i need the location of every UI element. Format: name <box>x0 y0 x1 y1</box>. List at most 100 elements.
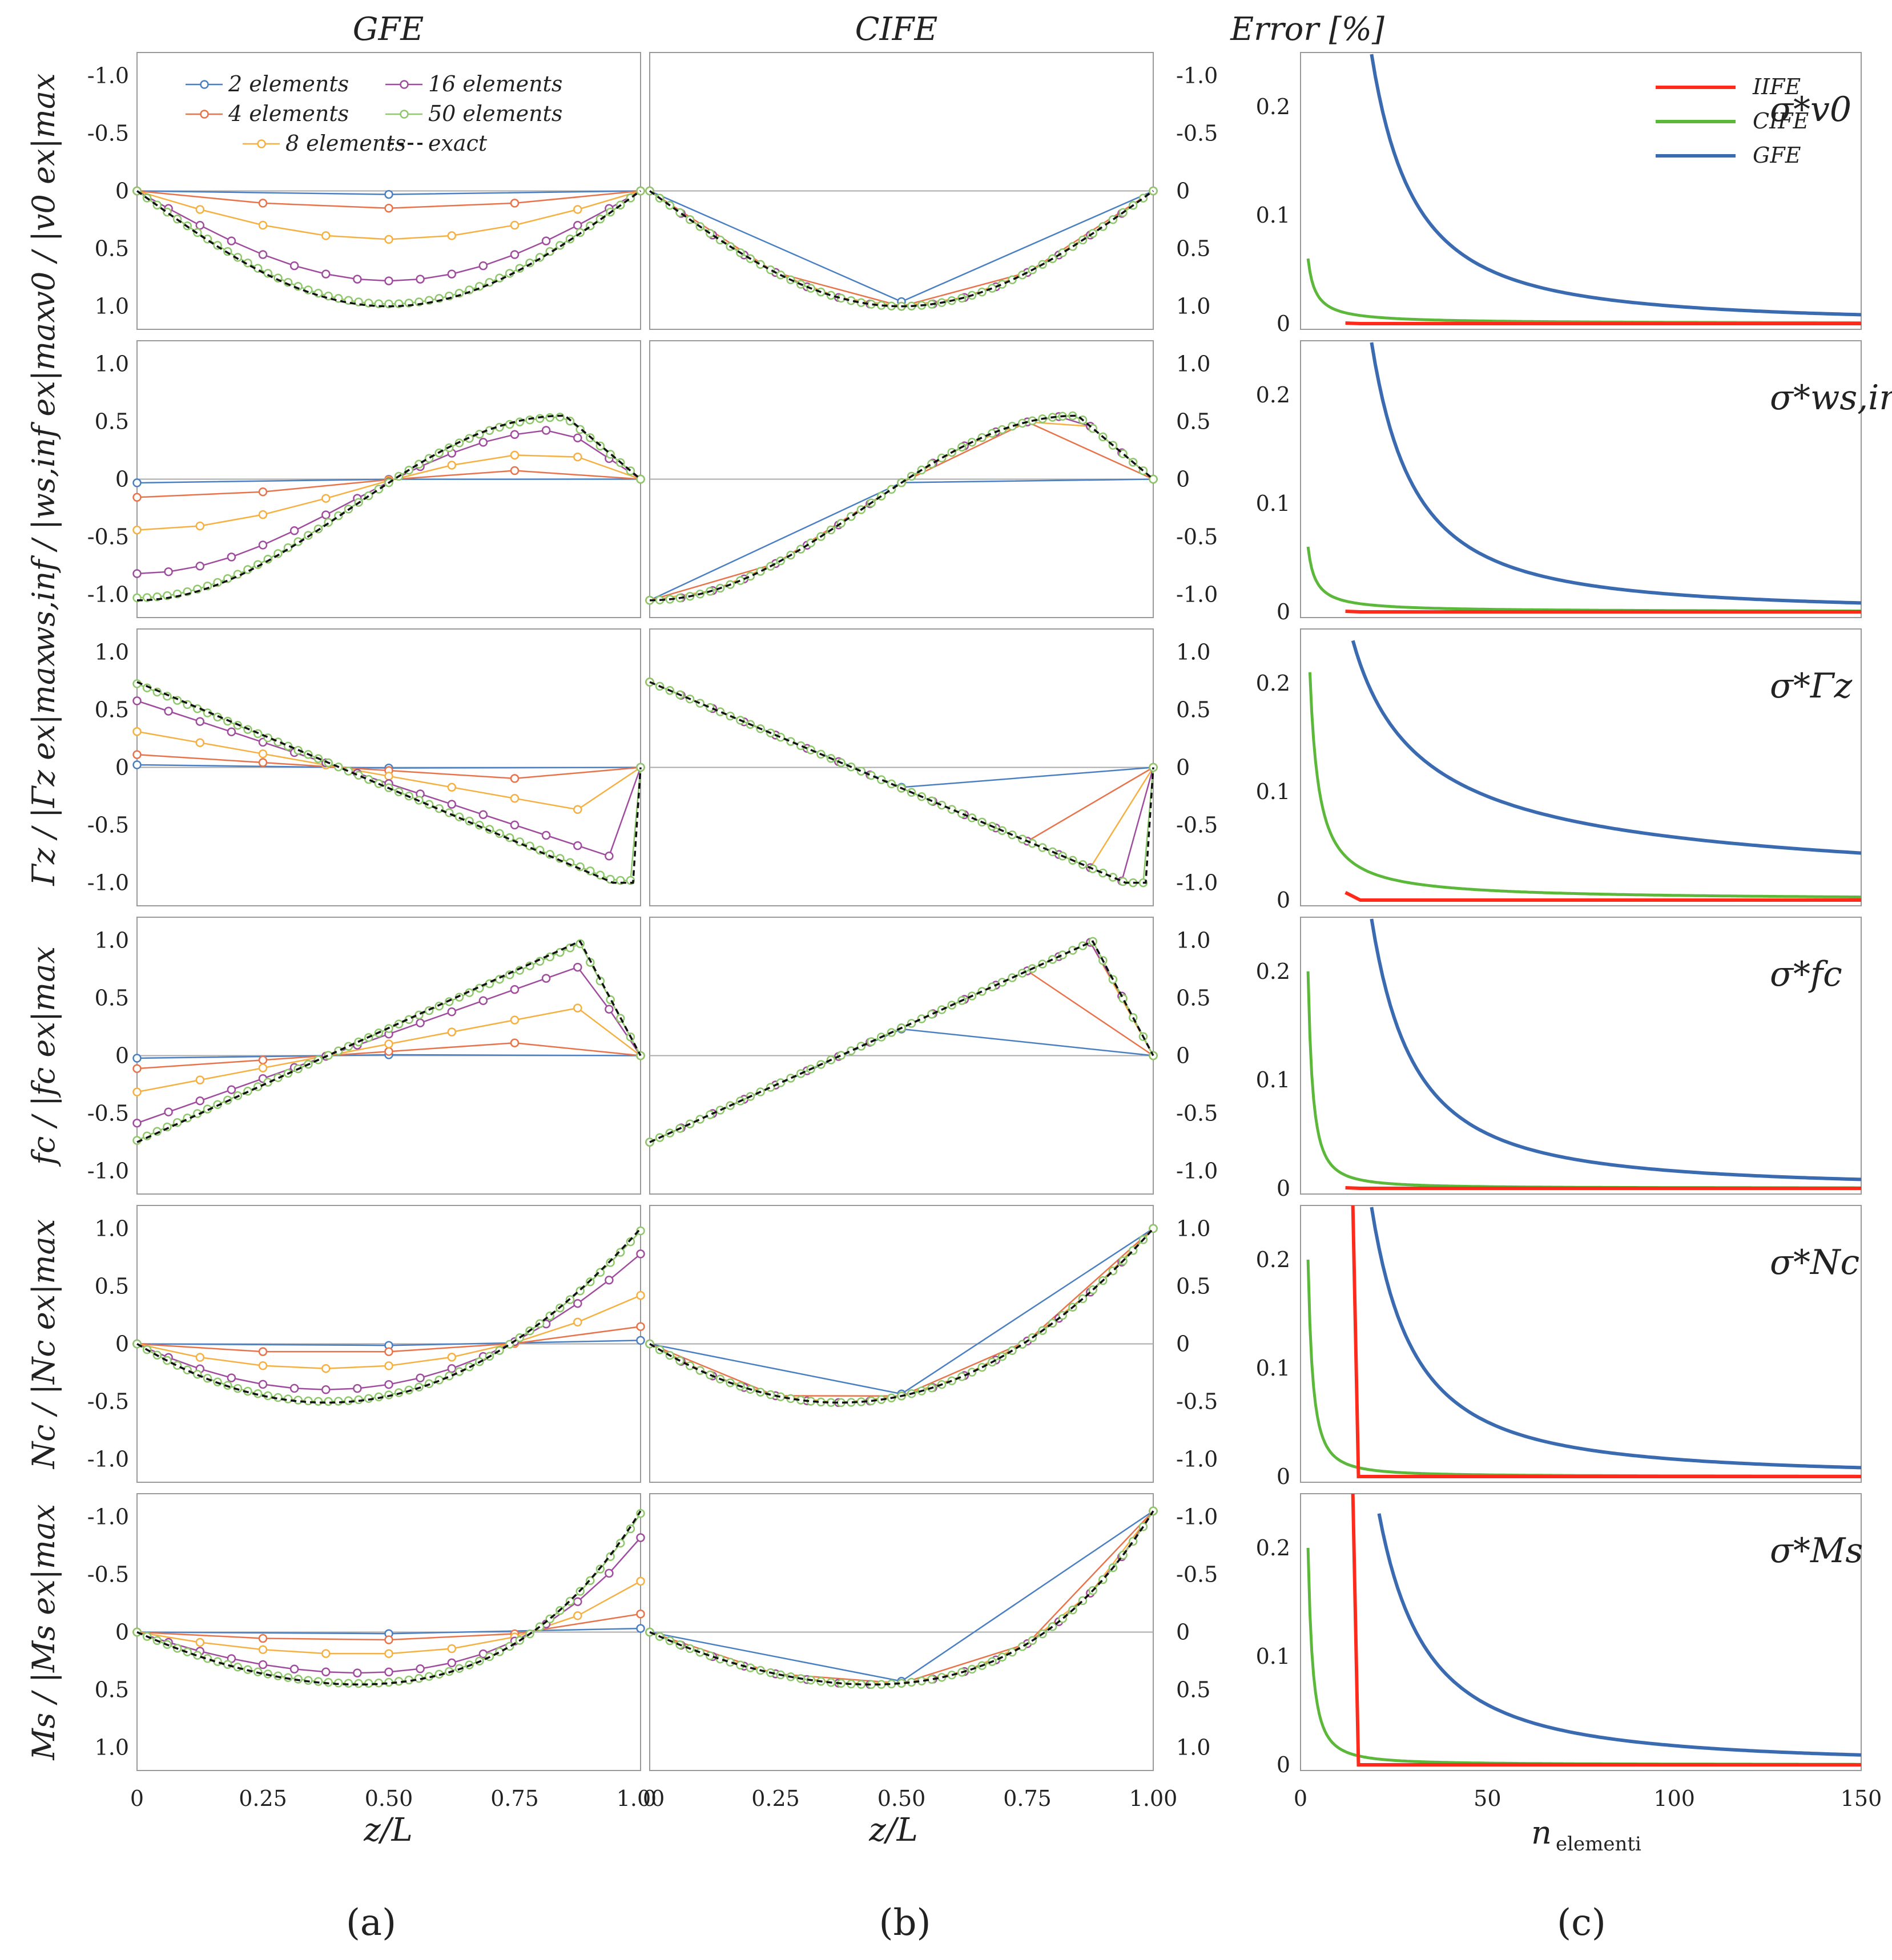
series-line-cife <box>1308 672 1861 899</box>
y-tick-label: -1.0 <box>1176 582 1218 607</box>
series-marker-50 <box>907 1019 916 1028</box>
series-marker-50 <box>334 294 343 303</box>
series-marker-8 <box>384 1039 393 1048</box>
series-marker-50 <box>927 1010 936 1019</box>
series-marker-50 <box>606 1258 615 1267</box>
series-marker-50 <box>555 412 565 422</box>
series-marker-50 <box>1068 946 1077 955</box>
series-marker-50 <box>746 571 755 581</box>
series-marker-4 <box>132 493 142 502</box>
y-tick-label: 0 <box>1176 467 1190 492</box>
series-marker-50 <box>626 1237 635 1247</box>
series-marker-16 <box>605 852 614 861</box>
panel-b-row5: 1.0 0.5 0 -0.5 -1.0 <box>645 1205 1218 1483</box>
series-marker-16 <box>447 1364 457 1373</box>
series-marker-16 <box>416 1018 425 1027</box>
x-tick-label: 0 <box>643 1786 657 1811</box>
series-line-exact <box>136 1228 642 1404</box>
legend-item: 4 elements <box>186 101 349 126</box>
series-marker-4 <box>258 487 268 497</box>
legend-item: 2 elements <box>186 71 349 96</box>
series-line-exact <box>649 1510 1154 1686</box>
series-marker-50 <box>364 775 373 784</box>
y-tick-label: -0.5 <box>87 525 129 550</box>
series-marker-8 <box>321 231 331 240</box>
panel-letter-b: (b) <box>879 1902 931 1944</box>
series-line-exact <box>649 940 1154 1143</box>
series-marker-50 <box>977 433 987 442</box>
series-marker-16 <box>258 541 268 550</box>
legend-label: CIFE <box>1753 108 1809 134</box>
series-marker-50 <box>1118 877 1128 886</box>
panel-error-row3: 0.2 0.1 0 σ*Γz <box>1256 628 1862 913</box>
series-marker-16 <box>605 1005 614 1014</box>
series-marker-8 <box>447 783 457 792</box>
sigma-text: σ*ws,inf <box>1770 378 1892 418</box>
err-y-tick-label: 0 <box>1277 1752 1290 1777</box>
series-marker-16 <box>573 962 582 972</box>
series-marker-50 <box>324 1397 333 1406</box>
panel-a-row5: 1.0 0.5 0 -0.5 -1.0 <box>87 1205 645 1483</box>
series-marker-50 <box>766 1083 775 1092</box>
legend-item: 50 elements <box>385 101 562 126</box>
plot-frame <box>1300 340 1862 618</box>
sigma-label-6: σ*Ms <box>1770 1531 1863 1571</box>
series-marker-16 <box>541 974 551 983</box>
series-marker-50 <box>595 1268 605 1277</box>
series-line-exact <box>136 681 642 884</box>
series-marker-50 <box>324 1051 333 1060</box>
series-marker-50 <box>1058 950 1067 959</box>
series-marker-50 <box>606 1552 615 1561</box>
legend-label: 4 elements <box>228 101 349 126</box>
column-title-gfe: GFE <box>353 11 424 48</box>
series-marker-4 <box>258 1347 268 1356</box>
series-marker-16 <box>258 250 268 259</box>
series-marker-8 <box>384 1361 393 1370</box>
series-marker-16 <box>416 275 425 284</box>
series-line-gfe <box>1370 918 1862 1181</box>
series-marker-8 <box>573 1317 582 1327</box>
y-tick-label: 1.0 <box>95 294 129 319</box>
series-marker-50 <box>937 800 947 810</box>
series-line-gfe <box>1370 1207 1862 1470</box>
y-tick-label: 0.5 <box>1176 1273 1210 1298</box>
series-line-gfe <box>1370 342 1862 605</box>
y-tick-label: -1.0 <box>87 582 129 607</box>
series-marker-16 <box>541 830 551 840</box>
series-marker-4 <box>384 204 393 213</box>
series-marker-50 <box>695 1366 705 1375</box>
series-marker-50 <box>876 775 886 784</box>
series-line-iife <box>1345 610 1861 614</box>
series-marker-4 <box>384 1047 393 1056</box>
series-marker-4 <box>258 1055 268 1064</box>
series-marker-50 <box>475 820 484 830</box>
series-marker-50 <box>545 413 554 422</box>
series-marker-8 <box>384 1649 393 1658</box>
series-marker-50 <box>1017 834 1027 844</box>
series-marker-2 <box>636 1336 645 1345</box>
y-tick-label: -1.0 <box>1176 1159 1218 1184</box>
legend-label: IIFE <box>1752 74 1801 99</box>
err-y-tick-label: 0.1 <box>1256 1356 1290 1381</box>
series-line-iife <box>1344 891 1861 902</box>
sigma-text: σ*fc <box>1770 954 1842 994</box>
panel-a-row6: -1.0-0.500.51.00 0.25 0.50 0.75 1.00 <box>87 1493 665 1811</box>
series-marker-50 <box>1008 275 1017 284</box>
series-marker-2 <box>384 189 393 199</box>
series-marker-50 <box>1008 1647 1017 1657</box>
series-marker-50 <box>997 280 1007 289</box>
series-marker-4 <box>510 1038 520 1047</box>
legend-label: 16 elements <box>428 71 562 96</box>
series-marker-16 <box>447 1658 457 1668</box>
series-marker-16 <box>321 1385 331 1394</box>
y-tick-label: 1.0 <box>1176 294 1210 319</box>
err-x-tick-label: 100 <box>1653 1786 1695 1811</box>
panel-error-row1: 0.2 0.1 0 σ*v0 <box>1256 52 1862 336</box>
series-marker-16 <box>636 1533 645 1542</box>
series-marker-16 <box>132 1118 142 1128</box>
series-marker-4 <box>384 1635 393 1644</box>
series-marker-8 <box>195 205 205 214</box>
series-marker-50 <box>715 707 725 716</box>
panel-letter-a: (a) <box>346 1902 396 1944</box>
